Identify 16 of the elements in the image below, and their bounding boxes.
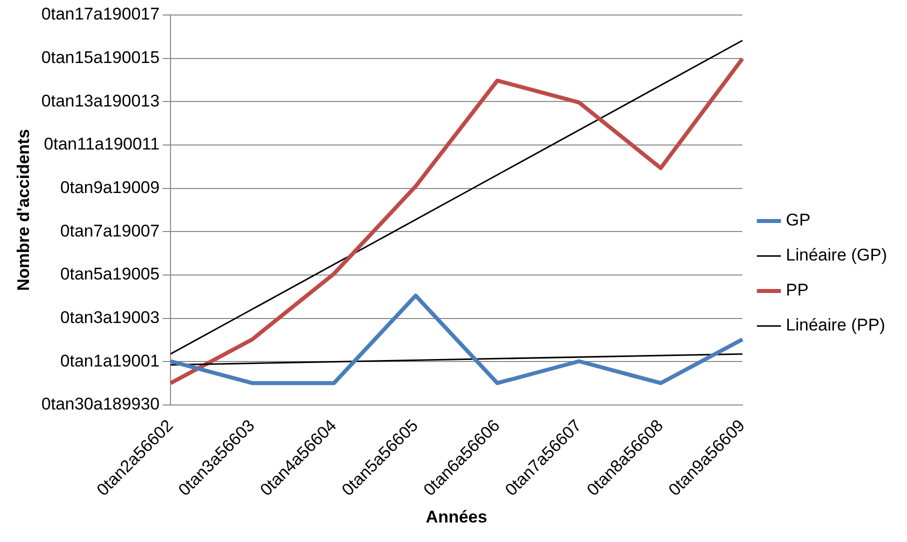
text: 0tan1a19001 [60,351,160,370]
text: 0tan17a190017 [41,4,160,24]
legend-label: Linéaire (PP) [786,316,886,335]
text: 0tan9a19009 [60,178,160,198]
legend-label: PP [786,280,809,300]
text: 0tan5a19005 [60,264,160,284]
x-axis-title: Années [426,507,488,526]
y-axis-title: Nombre d'accidents [14,129,33,291]
text: 0tan11a190011 [44,134,160,154]
text: 0tan3a19003 [60,308,160,328]
text: 0tan15a190015 [41,48,160,68]
text: 0tan7a19007 [60,221,160,240]
legend-label: Linéaire (GP) [786,246,888,265]
text: 0tan30a189930 [41,394,160,414]
legend-label: GP [786,210,810,230]
text: 0tan13a190013 [41,91,160,110]
